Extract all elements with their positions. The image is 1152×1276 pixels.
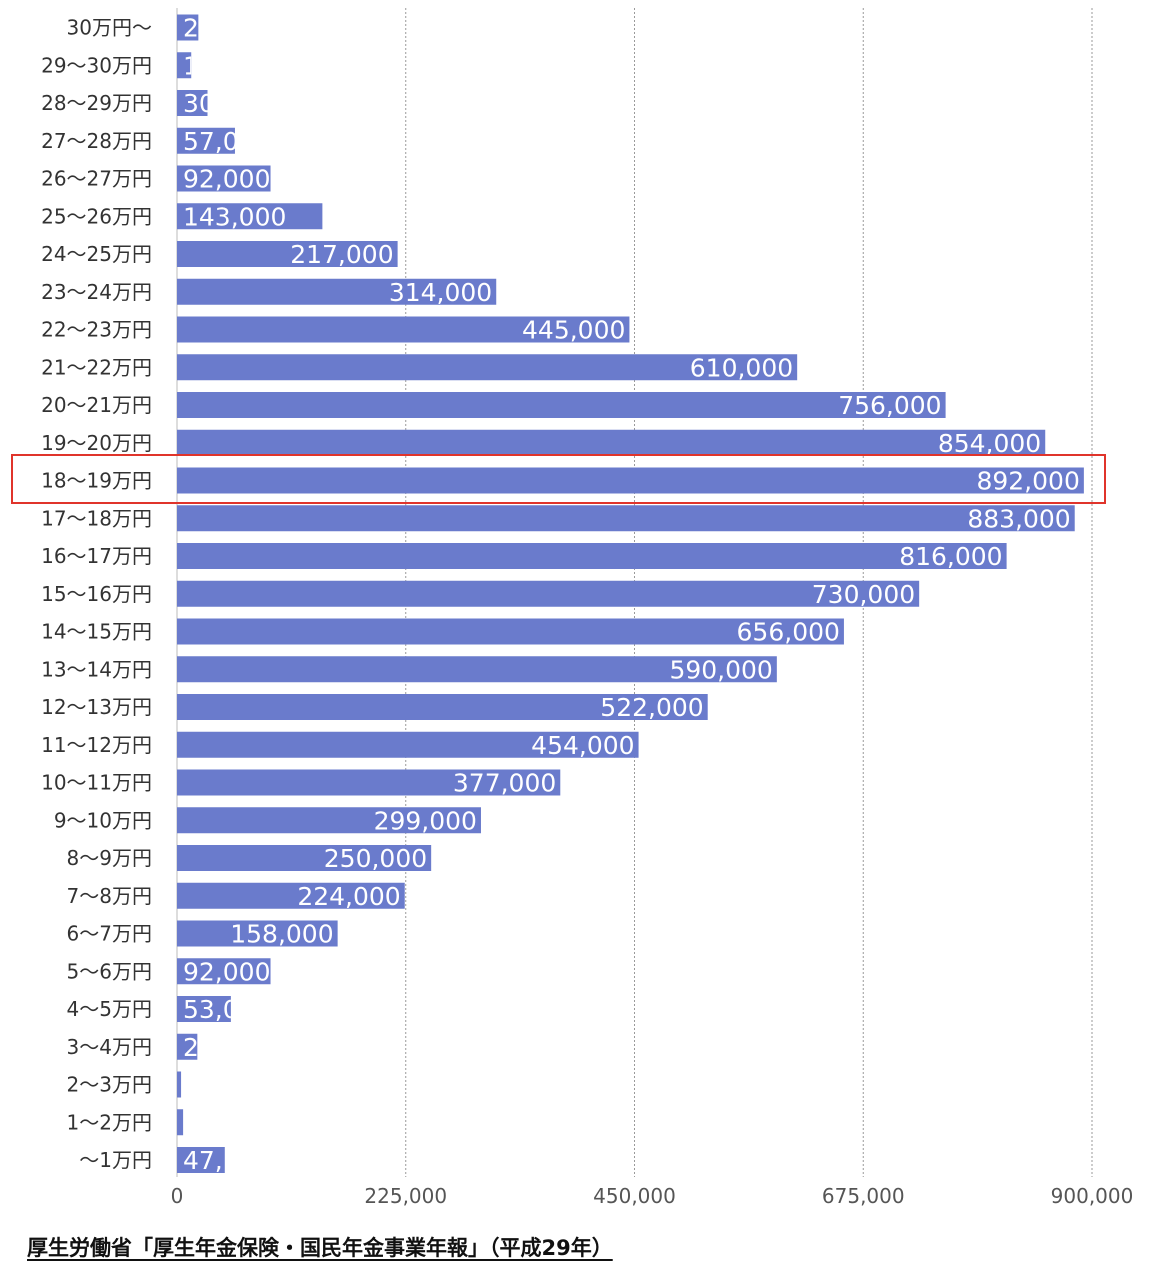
category-label: 29〜30万円 — [41, 53, 152, 77]
category-label: 10〜11万円 — [41, 771, 152, 795]
category-label: 15〜16万円 — [41, 582, 152, 606]
value-label: 47, — [183, 1146, 223, 1175]
category-label: 1〜2万円 — [67, 1110, 152, 1134]
x-tick-label: 450,000 — [593, 1184, 676, 1208]
category-label: 22〜23万円 — [41, 318, 152, 342]
bar — [177, 203, 323, 230]
category-label: 20〜21万円 — [41, 393, 152, 417]
bar — [177, 882, 405, 909]
value-label: 892,000 — [976, 467, 1079, 496]
category-label: 18〜19万円 — [41, 469, 152, 493]
value-label: 314,000 — [389, 278, 492, 307]
category-label: 21〜22万円 — [41, 355, 152, 379]
x-tick-label: 0 — [171, 1184, 184, 1208]
bar — [177, 845, 432, 871]
value-label: 454,000 — [531, 731, 634, 760]
bar — [177, 505, 1075, 532]
bar — [177, 656, 777, 683]
bar — [177, 618, 844, 645]
bar — [177, 694, 708, 720]
category-label: 19〜20万円 — [41, 431, 152, 455]
category-label: 5〜6万円 — [67, 959, 152, 983]
category-label: 11〜12万円 — [41, 733, 152, 757]
value-label: 522,000 — [600, 693, 703, 722]
value-label: 2 — [183, 1033, 199, 1062]
bar — [177, 127, 235, 154]
value-label: 57,0 — [183, 127, 239, 156]
value-label: 883,000 — [967, 504, 1070, 533]
bar — [177, 354, 798, 381]
bar — [177, 52, 192, 79]
bar — [177, 241, 398, 267]
value-label: 143,000 — [183, 202, 286, 231]
bar — [177, 392, 946, 418]
category-label: 2〜3万円 — [67, 1073, 152, 1097]
value-label: 656,000 — [737, 618, 840, 647]
value-label: 610,000 — [690, 353, 793, 382]
value-label: 377,000 — [453, 769, 556, 798]
value-label: 299,000 — [374, 806, 477, 835]
category-label: 14〜15万円 — [41, 620, 152, 644]
category-label: 27〜28万円 — [41, 129, 152, 153]
bar — [177, 316, 630, 343]
bar — [177, 467, 1084, 494]
bar — [177, 807, 481, 834]
value-label: 250,000 — [324, 844, 427, 873]
value-label: 53,0 — [183, 995, 239, 1024]
category-label: 26〜27万円 — [41, 167, 152, 191]
category-label: 3〜4万円 — [67, 1035, 152, 1059]
bar-chart: 0 225,000 450,000 675,000 900,000 30万円〜 2 29〜30… — [41, 8, 1134, 1208]
value-label: 854,000 — [938, 429, 1041, 458]
value-label: 2 — [183, 14, 199, 43]
category-label: 4〜5万円 — [67, 997, 152, 1021]
category-label: 30万円〜 — [67, 16, 152, 40]
bar — [177, 1033, 198, 1060]
x-tick-label: 900,000 — [1051, 1184, 1134, 1208]
bar — [177, 165, 271, 192]
category-label: 25〜26万円 — [41, 204, 152, 228]
category-label: 13〜14万円 — [41, 657, 152, 681]
category-label: 6〜7万円 — [67, 922, 152, 946]
category-label: 12〜13万円 — [41, 695, 152, 719]
value-label: 445,000 — [522, 316, 625, 345]
bar — [177, 996, 231, 1022]
bar — [177, 1071, 182, 1098]
bar — [177, 278, 497, 305]
bar — [177, 731, 639, 758]
value-label: 217,000 — [290, 240, 393, 269]
bar — [177, 543, 1007, 569]
category-label: 17〜18万円 — [41, 506, 152, 530]
bar — [177, 14, 199, 41]
category-label: 〜1万円 — [79, 1148, 152, 1172]
value-label: 816,000 — [899, 542, 1002, 571]
value-label: 158,000 — [230, 920, 333, 949]
value-label: 224,000 — [297, 882, 400, 911]
bar — [177, 580, 920, 607]
bar — [177, 769, 561, 796]
x-tick-label: 675,000 — [822, 1184, 905, 1208]
category-label: 9〜10万円 — [54, 808, 152, 832]
bar — [177, 90, 208, 116]
value-label: 92,000 — [183, 957, 270, 986]
category-label: 7〜8万円 — [67, 884, 152, 908]
category-label: 23〜24万円 — [41, 280, 152, 304]
category-label: 16〜17万円 — [41, 544, 152, 568]
category-label: 24〜25万円 — [41, 242, 152, 266]
x-tick-label: 225,000 — [364, 1184, 447, 1208]
bar — [177, 429, 1046, 456]
value-label: 730,000 — [812, 580, 915, 609]
value-label: 30 — [183, 89, 215, 118]
category-label: 28〜29万円 — [41, 91, 152, 115]
value-label: 92,000 — [183, 165, 270, 194]
value-label: 756,000 — [838, 391, 941, 420]
value-label: 590,000 — [669, 655, 772, 684]
bar — [177, 1147, 225, 1173]
highlight-box — [11, 454, 1106, 504]
value-label: 1 — [183, 51, 199, 80]
category-label: 8〜9万円 — [67, 846, 152, 870]
bar — [177, 920, 338, 947]
source-caption: 厚生労働省「厚生年金保険・国民年金事業年報」（平成29年） — [27, 1236, 613, 1260]
bar — [177, 958, 271, 985]
bar — [177, 1109, 184, 1136]
